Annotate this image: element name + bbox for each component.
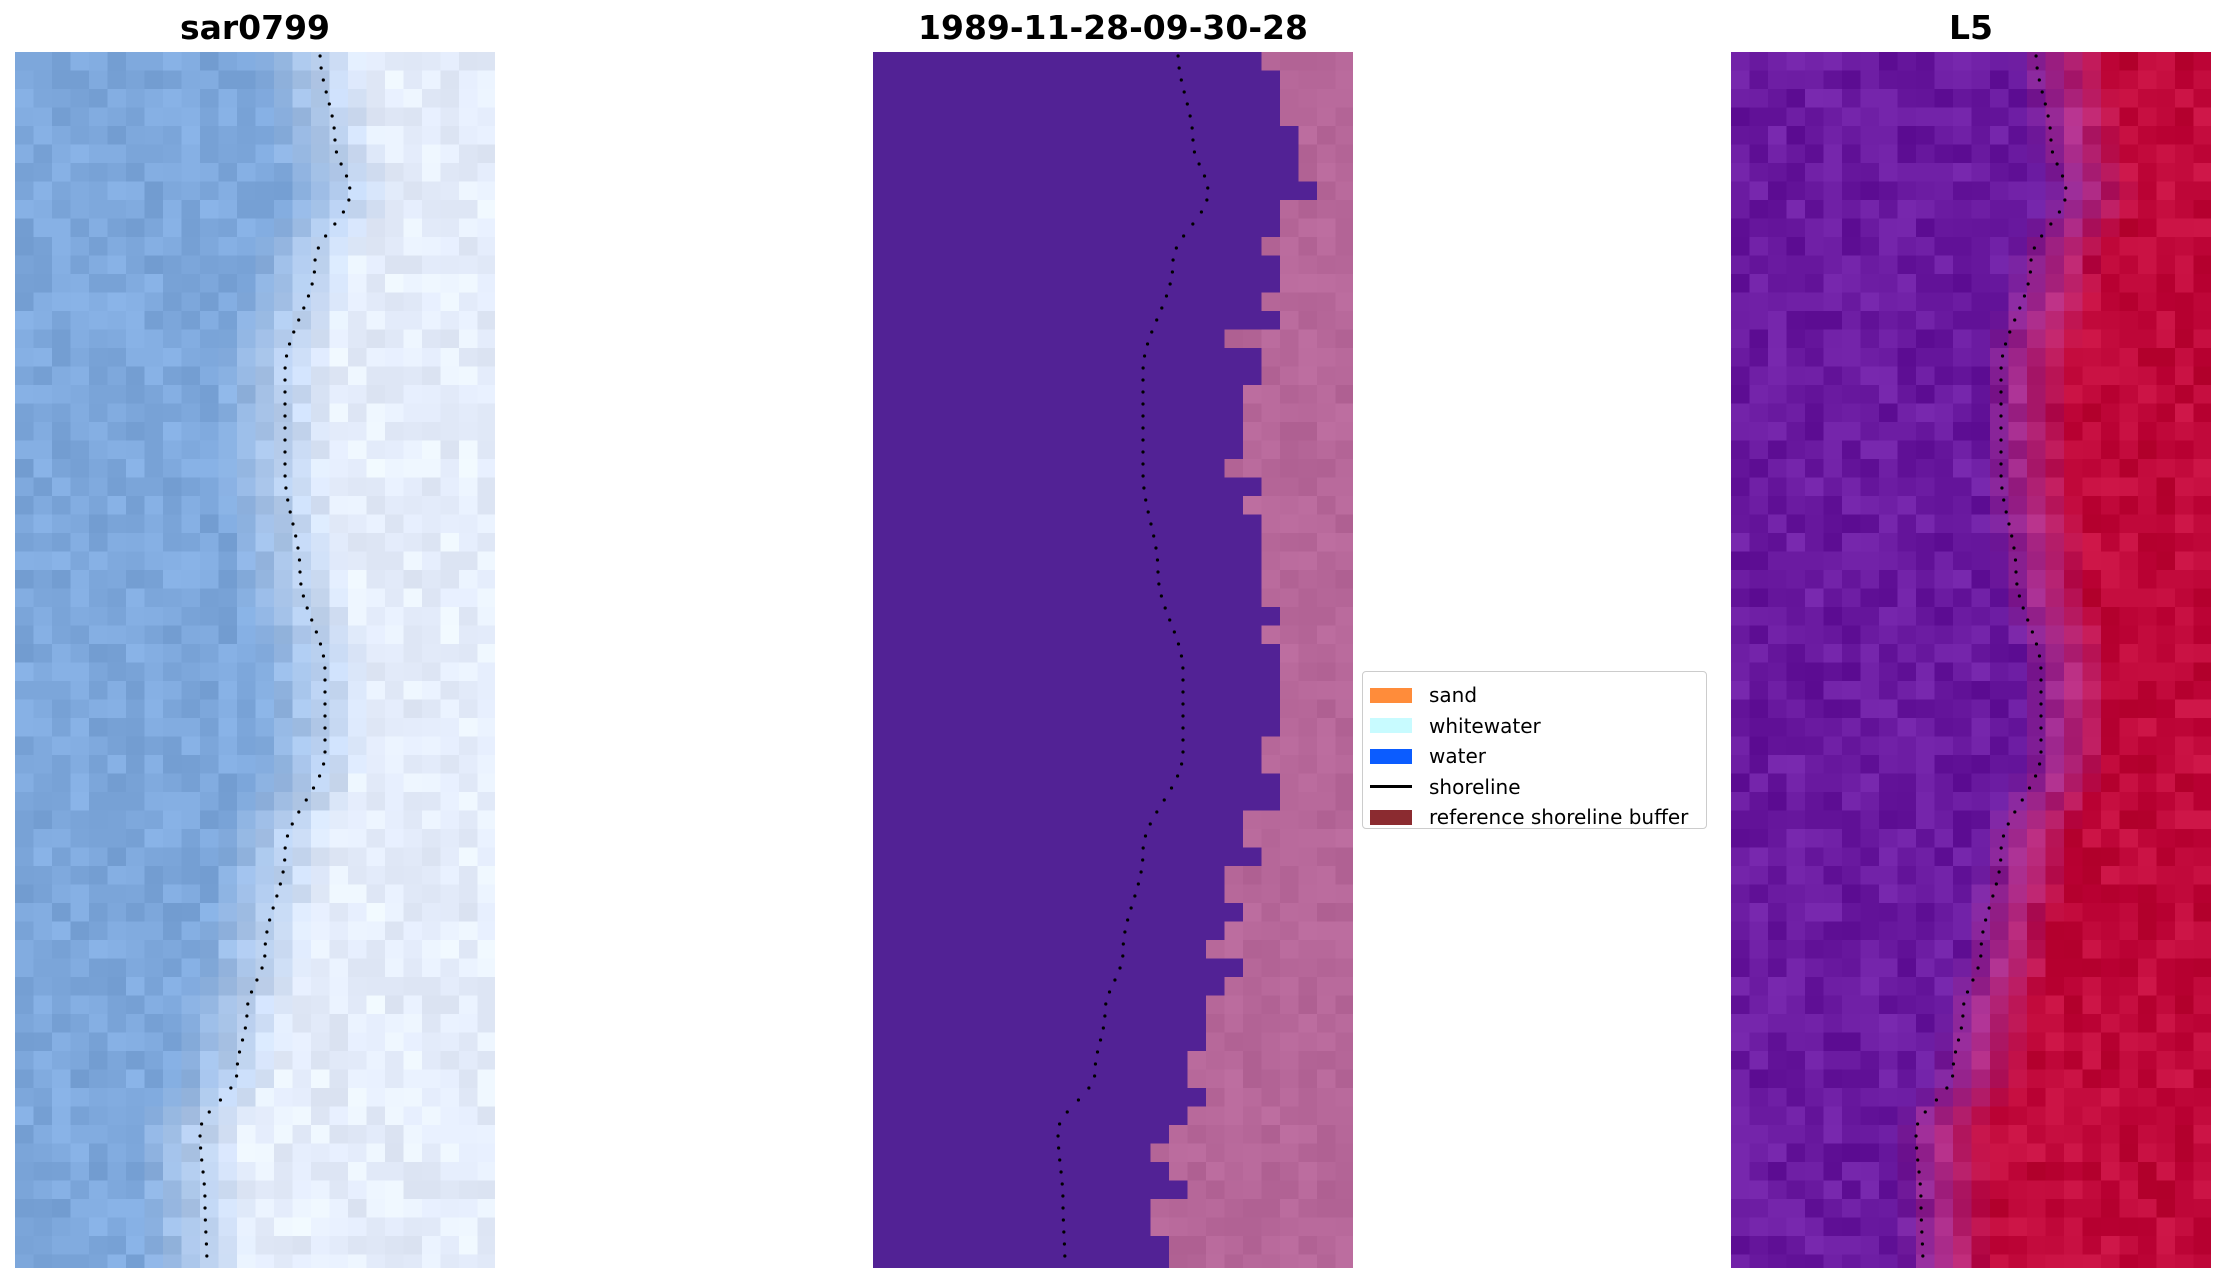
legend-label-sand: sand [1429,683,1478,708]
legend-item-water: water [1370,741,1706,772]
legend: sand whitewater water shoreline referenc… [1362,671,1707,829]
classified-image [873,52,1353,1268]
legend-item-shoreline: shoreline [1370,772,1706,803]
shoreline-points [198,54,352,1258]
panel-title-index: L5 [1949,8,1993,47]
legend-swatch-reference-buffer [1370,809,1412,825]
legend-label-reference-buffer: reference shoreline buffer [1429,805,1689,830]
legend-item-sand: sand [1370,680,1706,711]
legend-label-shoreline: shoreline [1429,774,1521,799]
legend-item-reference-buffer: reference shoreline buffer [1370,802,1706,833]
legend-label-whitewater: whitewater [1429,713,1541,738]
panel-title-classified: 1989-11-28-09-30-28 [918,8,1308,47]
legend-line-shoreline [1370,785,1412,789]
shoreline-points [1914,54,2068,1258]
legend-swatch-sand [1370,687,1412,703]
shoreline-points [1056,54,1210,1258]
legend-item-whitewater: whitewater [1370,711,1706,742]
panel-title-rgb: sar0799 [179,8,331,47]
legend-label-water: water [1429,744,1486,769]
legend-swatch-whitewater [1370,718,1412,734]
index-image [1731,52,2211,1268]
rgb-image [15,52,495,1268]
legend-swatch-water [1370,748,1412,764]
